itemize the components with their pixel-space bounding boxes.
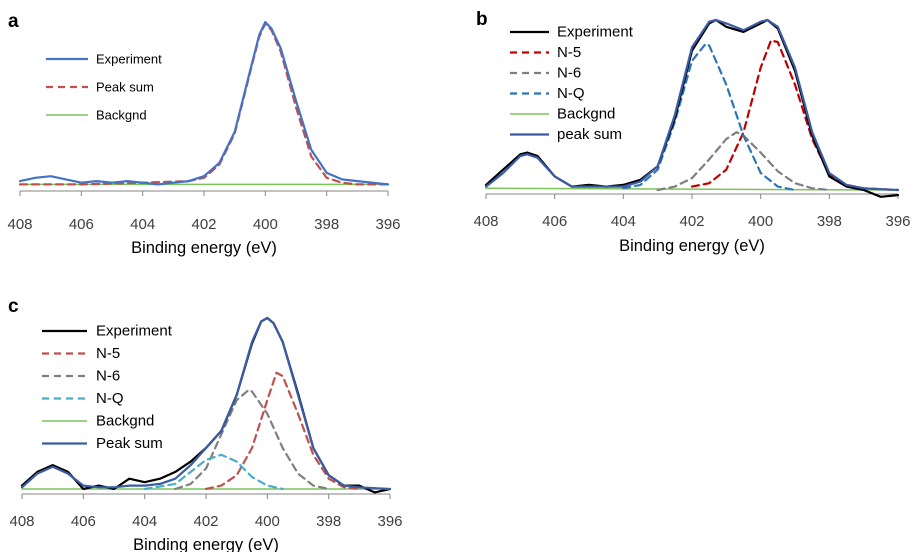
series-line-n-5	[690, 39, 900, 192]
series-line-n-6	[174, 388, 330, 491]
x-tick-label: 408	[7, 216, 32, 233]
legend-label-backgnd: Backgnd	[96, 413, 154, 430]
x-tick-label: 398	[817, 213, 842, 230]
legend-label-n-6: N-6	[557, 65, 581, 82]
x-tick-label: 396	[377, 513, 402, 530]
x-tick-label: 404	[130, 216, 155, 233]
series-line-n-5	[204, 371, 361, 491]
legend-label-n-q: N-Q	[557, 85, 585, 102]
series-line-peak-sum	[20, 316, 392, 491]
x-tick-label: 406	[69, 216, 94, 233]
x-axis-label: Binding energy (eV)	[131, 239, 277, 257]
x-tick-label: 398	[316, 513, 341, 530]
series-line-n-q	[143, 453, 284, 491]
series-line-experiment	[18, 20, 390, 186]
x-tick-label: 402	[679, 213, 704, 230]
x-tick-label: 406	[71, 513, 96, 530]
x-tick-label: 408	[9, 513, 34, 530]
panel-letter: a	[8, 11, 19, 32]
x-tick-label: 402	[193, 513, 218, 530]
x-tick-label: 396	[375, 216, 400, 233]
x-axis-label: Binding energy (eV)	[619, 237, 765, 255]
x-tick-label: 400	[253, 216, 278, 233]
series-line-n-q	[622, 42, 797, 192]
legend-label-peak-sum: Peak sum	[96, 80, 154, 95]
x-tick-label: 400	[255, 513, 280, 530]
panel-letter: c	[8, 296, 19, 317]
panel-c: c 408 406 404 402 400 398 396 Binding energy (e…	[8, 296, 403, 552]
panel-letter: b	[476, 9, 488, 30]
legend-label-n-5: N-5	[557, 44, 581, 61]
x-tick-label: 398	[314, 216, 339, 233]
x-tick-label: 404	[611, 213, 636, 230]
x-tick-label: 402	[191, 216, 216, 233]
legend-label-n-5: N-5	[96, 345, 120, 362]
series-line-n-6	[656, 131, 831, 192]
x-axis-label: Binding energy (eV)	[133, 536, 279, 552]
series-line-backgnd	[485, 187, 899, 191]
legend-label-experiment: Experiment	[96, 52, 162, 67]
series-line-peak-sum	[484, 18, 900, 192]
x-tick-label: 406	[542, 213, 567, 230]
panel-b: b 408 406 404 402 400 398 396 Binding energy (e…	[473, 9, 910, 255]
legend-label-backgnd: Backgnd	[96, 108, 147, 123]
legend-label-n-q: N-Q	[96, 390, 124, 407]
legend-label-peak-sum: peak sum	[557, 126, 622, 143]
x-tick-label: 404	[132, 513, 157, 530]
legend-label-peak-sum: Peak sum	[96, 435, 163, 452]
x-tick-label: 396	[885, 213, 910, 230]
legend-label-backgnd: Backgnd	[557, 106, 615, 123]
panel-a: a 408 406 404 402 400 398 396 Binding energy (e…	[7, 11, 400, 257]
x-tick-label: 400	[748, 213, 773, 230]
legend-label-n-6: N-6	[96, 368, 120, 385]
legend-label-experiment: Experiment	[96, 323, 173, 340]
series-line-peak-sum	[18, 22, 390, 186]
legend-label-experiment: Experiment	[557, 24, 634, 41]
x-tick-label: 408	[473, 213, 498, 230]
